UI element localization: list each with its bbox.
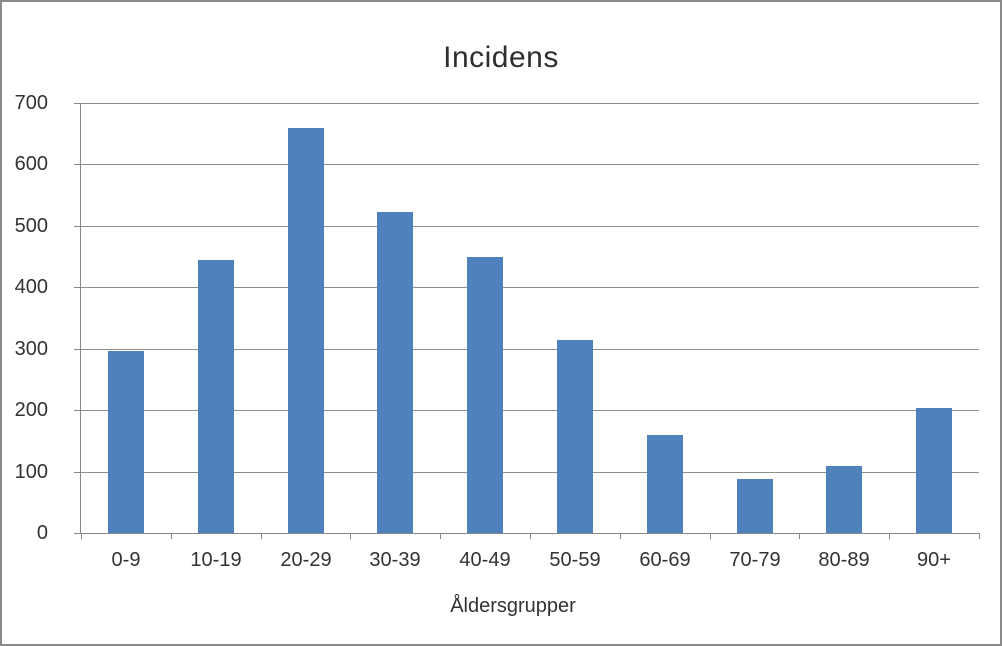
x-tick-mark: [620, 533, 621, 539]
y-gridline: [81, 349, 979, 350]
y-tick-mark: [74, 410, 81, 411]
x-tick-mark: [350, 533, 351, 539]
y-gridline: [81, 103, 979, 104]
x-tick-mark: [171, 533, 172, 539]
y-tick-mark: [74, 103, 81, 104]
bar: [826, 466, 862, 533]
x-tick-label: 40-49: [459, 549, 511, 571]
x-tick-mark: [979, 533, 980, 539]
bar: [467, 257, 503, 533]
x-tick-mark: [530, 533, 531, 539]
y-tick-label: 0: [36, 522, 48, 544]
x-tick-label: 60-69: [639, 549, 691, 571]
y-tick-label: 200: [14, 399, 48, 421]
x-tick-mark: [81, 533, 82, 539]
y-gridline: [81, 226, 979, 227]
y-tick-label: 400: [14, 276, 48, 298]
bar: [916, 408, 952, 533]
bar: [198, 260, 234, 533]
x-axis-title: Åldersgrupper: [450, 595, 576, 617]
y-gridline: [81, 410, 979, 411]
y-tick-label: 100: [14, 461, 48, 483]
y-axis-line: [80, 103, 81, 533]
y-tick-mark: [74, 164, 81, 165]
y-tick-label: 300: [14, 338, 48, 360]
y-tick-mark: [74, 533, 81, 534]
y-gridline: [81, 472, 979, 473]
x-tick-label: 80-89: [818, 549, 870, 571]
x-tick-label: 50-59: [549, 549, 601, 571]
x-tick-mark: [261, 533, 262, 539]
x-tick-label: 0-9: [111, 549, 141, 571]
y-tick-label: 500: [14, 215, 48, 237]
y-tick-label: 700: [14, 92, 48, 114]
x-tick-mark: [440, 533, 441, 539]
y-tick-mark: [74, 472, 81, 473]
x-tick-mark: [889, 533, 890, 539]
y-tick-mark: [74, 226, 81, 227]
x-tick-mark: [799, 533, 800, 539]
x-tick-label: 10-19: [190, 549, 242, 571]
x-tick-label: 90+: [917, 549, 951, 571]
x-tick-label: 20-29: [280, 549, 332, 571]
bar: [288, 128, 324, 533]
bar: [377, 212, 413, 533]
y-tick-mark: [74, 349, 81, 350]
bar: [108, 351, 144, 533]
chart-title: Incidens: [443, 41, 559, 74]
y-gridline: [81, 164, 979, 165]
x-tick-label: 70-79: [729, 549, 781, 571]
bar: [737, 479, 773, 533]
bar: [557, 340, 593, 533]
x-tick-mark: [710, 533, 711, 539]
y-tick-label: 600: [14, 153, 48, 175]
bar: [647, 435, 683, 533]
y-tick-mark: [74, 287, 81, 288]
y-gridline: [81, 287, 979, 288]
x-axis-line: [81, 533, 979, 534]
x-tick-label: 30-39: [369, 549, 421, 571]
